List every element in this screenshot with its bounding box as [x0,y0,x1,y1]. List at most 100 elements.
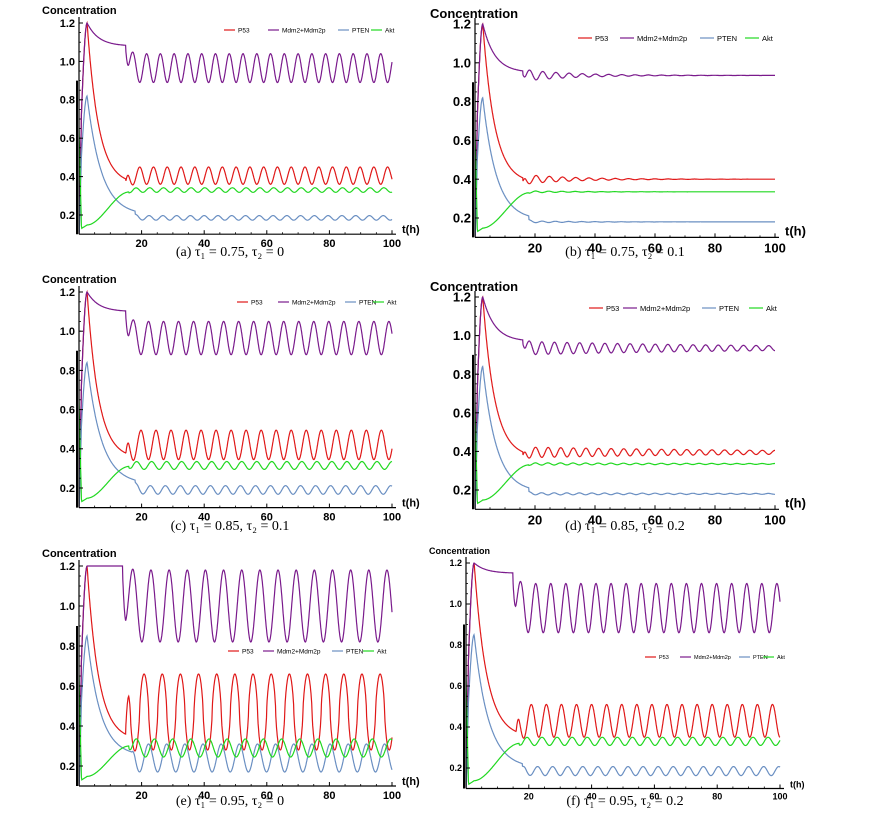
y-tick-label: 1.2 [453,17,471,32]
y-tick-label: 0.8 [60,95,75,107]
x-tick-label: 40 [587,792,597,802]
series-line-akt [79,675,393,781]
x-tick-label: 40 [588,512,602,527]
x-tick-label: 20 [528,512,542,527]
y-tick-label: 1.2 [60,287,75,299]
legend-label-pten: PTEN [719,304,739,313]
legend-label-mdm2-mdm2p: Mdm2+Mdm2p [277,648,321,655]
legend-label-pten: PTEN [717,34,737,43]
series-line-akt [475,130,775,233]
y-tick-label: 0.4 [449,722,462,732]
y-tick-label: 0.6 [60,133,75,145]
series-line-mdm2-mdm2p [79,565,393,786]
chart-caption: (b) τ₁ = 0.75, τ₂ = 0.1 [565,245,685,260]
y-tick-label: 0.8 [453,367,471,382]
legend-label-mdm2-mdm2p: Mdm2+Mdm2p [694,655,731,661]
y-tick-label: 0.6 [449,681,462,691]
chart-caption: (c) τ₁ = 0.85, τ₂ = 0.1 [171,519,290,534]
legend-label-akt: Akt [377,648,387,655]
y-tick-label: 1.0 [60,56,75,68]
legend-label-akt: Akt [777,655,785,661]
x-tick-label: 100 [383,512,401,524]
x-tick-label: 80 [323,790,335,802]
x-tick-label: 60 [648,240,662,255]
x-tick-label: 20 [135,238,147,250]
x-tick-label: 60 [261,512,273,524]
x-tick-label: 100 [772,792,787,802]
x-tick-label: 60 [649,792,659,802]
series-line-mdm2-mdm2p [79,291,393,508]
series-line-akt [79,399,393,503]
series-line-akt [475,403,775,505]
legend-label-p53: P53 [595,34,608,43]
y-tick-label: 0.4 [453,444,472,459]
series-line-mdm2-mdm2p [79,22,393,235]
x-axis-title: t(h) [402,498,420,510]
legend-label-p53: P53 [251,299,263,306]
y-tick-label: 0.2 [60,483,75,495]
y-tick-label: 0.6 [453,405,471,420]
legend-label-mdm2-mdm2p: Mdm2+Mdm2p [637,34,687,43]
x-tick-label: 40 [198,512,210,524]
chart-panel-b: 0.2 0.4 0.6 0.8 1.0 1.2 20 40 60 80 100 Concentrati… [430,6,806,260]
series-line-akt [466,675,781,786]
y-tick-label: 0.6 [60,404,75,416]
y-axis-title: Concentration [430,279,518,294]
series-line-pten [79,634,393,786]
legend-label-p53: P53 [242,648,254,655]
x-tick-label: 100 [764,512,786,527]
y-tick-label: 0.2 [453,483,471,498]
series-line-p53 [475,22,775,238]
legend-label-p53: P53 [238,27,250,34]
y-tick-label: 1.2 [60,18,75,30]
legend-label-pten: PTEN [352,27,370,34]
x-axis-title: t(h) [402,224,420,236]
y-axis-title: Concentration [429,546,490,556]
y-tick-label: 0.6 [453,133,471,148]
legend-label-p53: P53 [659,655,669,661]
x-axis-title: t(h) [785,495,806,510]
legend-label-akt: Akt [762,34,774,43]
series-line-p53 [475,295,775,510]
x-tick-label: 20 [135,790,147,802]
legend-label-pten: PTEN [359,299,377,306]
y-axis-title: Concentration [42,274,117,286]
series-line-p53 [79,565,393,786]
y-tick-label: 0.8 [453,94,471,109]
y-axis-title: Concentration [430,6,518,21]
y-tick-label: 1.0 [60,326,75,338]
series-line-akt [79,128,393,230]
x-axis-title: t(h) [402,776,420,788]
chart-panel-c: 0.2 0.4 0.6 0.8 1.0 1.2 20 40 60 80 100 Concentrati… [42,274,420,534]
legend-label-pten: PTEN [346,648,364,655]
chart-panel-f: 0.2 0.4 0.6 0.8 1.0 1.2 20 40 60 80 100 Concentrati… [429,546,805,809]
x-tick-label: 100 [383,790,401,802]
legend-label-pten: PTEN [753,655,768,661]
x-tick-label: 40 [198,238,210,250]
x-tick-label: 100 [383,238,401,250]
y-tick-label: 0.6 [60,681,75,693]
legend-label-mdm2-mdm2p: Mdm2+Mdm2p [640,304,690,313]
series-line-pten [466,632,781,789]
y-tick-label: 0.4 [60,171,76,183]
y-tick-label: 0.8 [60,365,75,377]
series-line-mdm2-mdm2p [466,562,781,789]
y-tick-label: 0.2 [453,211,471,226]
legend-label-p53: P53 [606,304,619,313]
series-line-mdm2-mdm2p [475,22,775,238]
x-tick-label: 60 [648,512,662,527]
chart-caption: (a) τ₁ = 0.75, τ₂ = 0 [176,245,284,260]
x-axis-title: t(h) [785,223,806,238]
x-tick-label: 20 [528,240,542,255]
y-tick-label: 0.2 [60,761,75,773]
chart-panel-e: 0.2 0.4 0.6 0.8 1.0 1.2 20 40 60 80 100 Concentrati… [42,548,420,809]
y-tick-label: 0.4 [60,721,76,733]
x-tick-label: 60 [261,790,273,802]
y-tick-label: 1.0 [453,55,471,70]
x-tick-label: 80 [708,240,722,255]
legend-label-mdm2-mdm2p: Mdm2+Mdm2p [292,299,336,306]
x-tick-label: 80 [323,512,335,524]
x-tick-label: 80 [323,238,335,250]
x-tick-label: 80 [712,792,722,802]
